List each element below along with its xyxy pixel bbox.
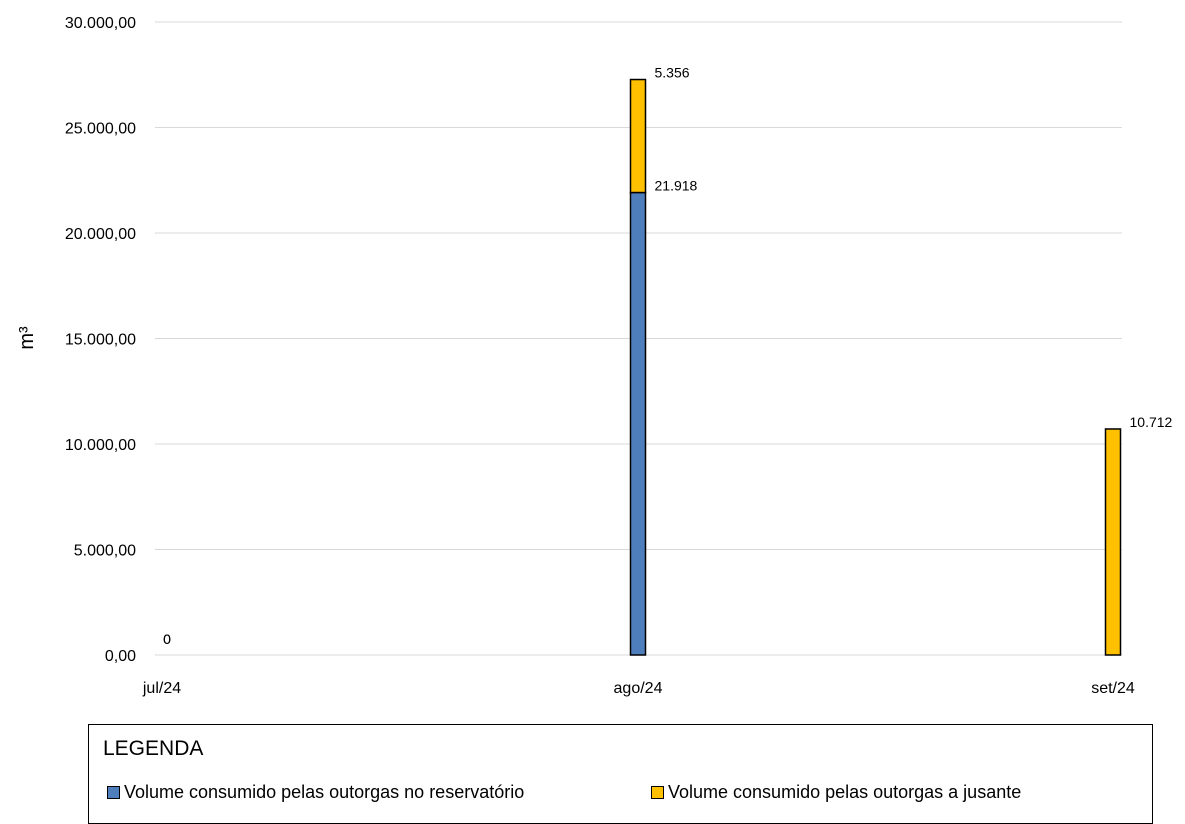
stacked-bar-chart: 0,00 5.000,00 10.000,00 15.000,00 20.000,00 2… <box>16 15 1173 697</box>
legend-label-reservatorio: Volume consumido pelas outorgas no reser… <box>124 782 525 802</box>
x-tick-label: ago/24 <box>614 680 663 697</box>
y-tick-label: 20.000,00 <box>65 226 136 243</box>
y-tick-label: 0,00 <box>105 648 136 665</box>
y-tick-label: 25.000,00 <box>65 121 136 138</box>
y-tick-label: 15.000,00 <box>65 332 136 349</box>
x-tick-label: set/24 <box>1091 680 1135 697</box>
data-label: 5.356 <box>655 65 690 81</box>
legend-swatch-jusante <box>651 786 664 799</box>
data-label: 0 <box>163 631 171 647</box>
y-axis-title: m³ <box>16 326 38 350</box>
y-tick-label: 5.000,00 <box>74 543 136 560</box>
data-label: 10.712 <box>1130 414 1173 430</box>
y-tick-label: 10.000,00 <box>65 437 136 454</box>
legend-title: LEGENDA <box>103 737 204 760</box>
x-axis-ticks: jul/24 ago/24 set/24 <box>142 680 1135 697</box>
legend-item-reservatorio: Volume consumido pelas outorgas no reser… <box>107 782 524 803</box>
x-tick-label: jul/24 <box>142 680 181 697</box>
legend: LEGENDA Volume consumido pelas outorgas … <box>88 724 1153 824</box>
data-label: 21.918 <box>655 178 698 194</box>
bar-segment <box>629 78 647 194</box>
data-label: 0 <box>163 631 171 647</box>
y-tick-label: 30.000,00 <box>65 15 136 32</box>
y-axis-ticks: 0,00 5.000,00 10.000,00 15.000,00 20.000,00 2… <box>65 15 136 665</box>
legend-swatch-reservatorio <box>107 786 120 799</box>
legend-label-jusante: Volume consumido pelas outorgas a jusant… <box>668 782 1022 802</box>
bars <box>629 78 1122 656</box>
bar-segment <box>1104 428 1122 656</box>
bar-segment <box>629 191 647 656</box>
legend-item-jusante: Volume consumido pelas outorgas a jusant… <box>651 782 1021 803</box>
